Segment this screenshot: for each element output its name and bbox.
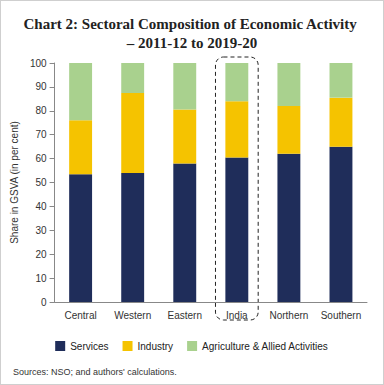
- svg-text:Industry: Industry: [138, 341, 174, 352]
- svg-text:0: 0: [41, 297, 47, 308]
- svg-text:Chart 2: Sectoral Composition: Chart 2: Sectoral Composition of Economi…: [23, 16, 360, 32]
- svg-text:80: 80: [35, 105, 47, 116]
- svg-text:40: 40: [35, 201, 47, 212]
- svg-text:Eastern: Eastern: [168, 310, 202, 321]
- svg-text:Southern: Southern: [321, 310, 362, 321]
- svg-text:10: 10: [35, 273, 47, 284]
- svg-text:Western: Western: [114, 310, 151, 321]
- svg-text:70: 70: [35, 129, 47, 140]
- svg-text:Services: Services: [70, 341, 108, 352]
- svg-text:Agriculture & Allied Activitie: Agriculture & Allied Activities: [202, 341, 328, 352]
- svg-text:30: 30: [35, 225, 47, 236]
- svg-text:Central: Central: [64, 310, 96, 321]
- svg-text:Sources: NSO; and authors' cal: Sources: NSO; and authors' calculations.: [13, 367, 177, 377]
- svg-text:Northern: Northern: [269, 310, 308, 321]
- svg-text:90: 90: [35, 81, 47, 92]
- svg-text:20: 20: [35, 249, 47, 260]
- svg-text:100: 100: [30, 58, 47, 69]
- svg-text:50: 50: [35, 177, 47, 188]
- svg-text:Share in GSVA (in per cent): Share in GSVA (in per cent): [9, 121, 20, 244]
- svg-text:India: India: [226, 310, 248, 321]
- svg-text:– 2011-12 to 2019-20: – 2011-12 to 2019-20: [126, 35, 257, 51]
- svg-text:60: 60: [35, 153, 47, 164]
